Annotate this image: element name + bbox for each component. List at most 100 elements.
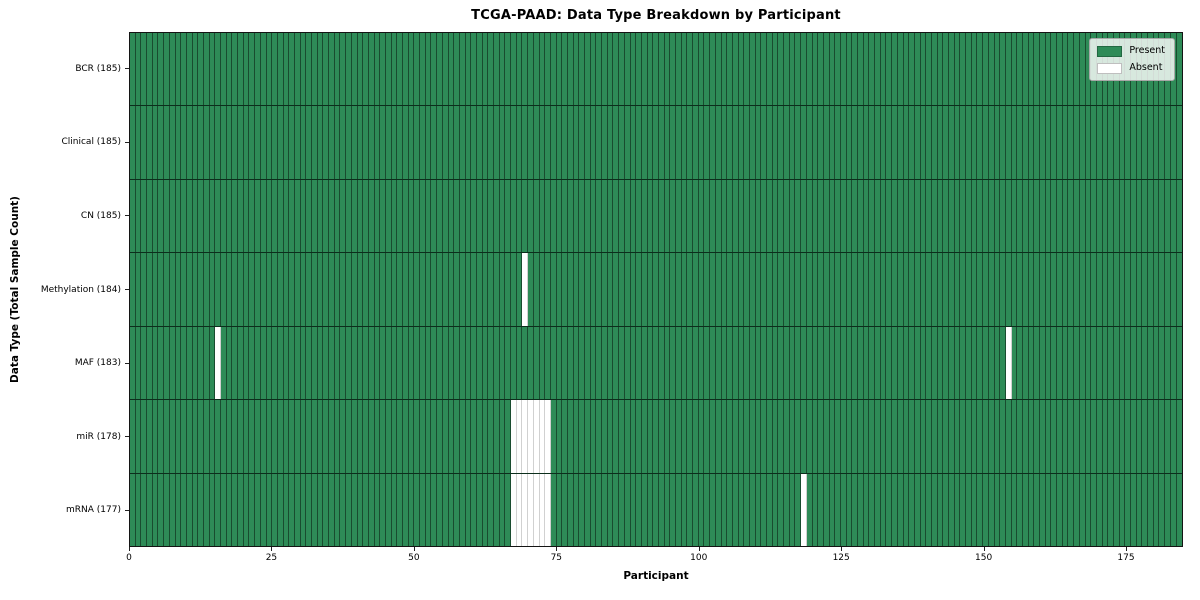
y-tick-mark [125,436,129,438]
heatmap-cell-present [784,33,790,106]
heatmap-cell-present [158,33,165,106]
heatmap-cell-present [613,253,620,326]
heatmap-cell-present [641,179,648,253]
heatmap-cell-present [738,400,745,473]
heatmap-cell-present [607,33,614,106]
heatmap-cell-present [181,106,187,179]
heatmap-cell-present [1170,106,1177,179]
heatmap-cell-present [858,179,864,253]
heatmap-cell-present [528,33,534,106]
heatmap-cell-present [431,400,438,473]
heatmap-cell-present [1125,326,1131,400]
heatmap-cell-present [966,33,972,106]
heatmap-cell-present [277,473,284,546]
x-tick-label: 50 [408,553,420,563]
heatmap-cell-present [858,400,864,473]
heatmap-cell-present [619,179,625,253]
heatmap-cell-present [789,253,796,326]
heatmap-cell-present [772,253,779,326]
heatmap-cell-present [607,253,614,326]
heatmap-cell-present [693,326,699,400]
heatmap-cell-present [266,179,273,253]
heatmap-cell-present [926,179,932,253]
heatmap-cell-present [744,179,750,253]
heatmap-cell-present [903,106,910,179]
heatmap-cell-present [1045,179,1052,253]
heatmap-cell-present [658,106,665,179]
heatmap-cell-present [983,33,989,106]
heatmap-cell-present [1091,473,1097,546]
heatmap-cell-present [414,106,421,179]
heatmap-cell-present [192,179,199,253]
heatmap-cell-present [966,326,972,400]
heatmap-cell-present [869,33,876,106]
heatmap-cell-present [949,106,955,179]
heatmap-cell-present [391,179,398,253]
heatmap-cell-present [772,400,779,473]
heatmap-cell-present [903,179,910,253]
heatmap-cell-present [590,473,597,546]
heatmap-cell-present [693,179,699,253]
heatmap-cell-present [983,253,989,326]
heatmap-cell-present [1131,253,1137,326]
heatmap-cell-present [721,253,728,326]
heatmap-cell-absent [533,400,540,473]
heatmap-cell-present [801,179,807,253]
heatmap-cell-present [681,179,688,253]
heatmap-cell-present [203,33,210,106]
heatmap-cell-present [420,179,426,253]
heatmap-cell-present [556,400,563,473]
heatmap-cell-present [516,33,523,106]
heatmap-cell-present [238,326,244,400]
heatmap-cell-present [340,106,347,179]
heatmap-cell-present [391,473,398,546]
heatmap-cell-present [494,326,500,400]
heatmap-cell-present [181,33,187,106]
heatmap-cell-present [613,326,620,400]
heatmap-cell-present [312,33,318,106]
heatmap-cell-present [408,253,415,326]
heatmap-cell-present [630,179,637,253]
heatmap-cell-present [579,473,585,546]
heatmap-cell-present [198,400,204,473]
heatmap-cell-present [613,106,620,179]
heatmap-cell-present [448,400,455,473]
x-tick-mark [556,547,558,551]
heatmap-cell-present [289,106,295,179]
heatmap-cell-present [835,253,841,326]
heatmap-cell-present [357,106,364,179]
heatmap-cell-present [1079,179,1086,253]
heatmap-cell-present [931,253,938,326]
heatmap-cell-present [636,253,642,326]
heatmap-cell-present [721,400,728,473]
heatmap-cell-present [778,400,785,473]
heatmap-cell-present [448,33,455,106]
heatmap-cell-present [641,326,648,400]
heatmap-cell-present [1148,253,1154,326]
heatmap-cell-present [1136,253,1143,326]
heatmap-cell-present [909,33,915,106]
heatmap-cell-present [437,33,443,106]
heatmap-cell-present [727,473,733,546]
heatmap-cell-absent [511,400,517,473]
heatmap-cell-present [1176,33,1182,106]
heatmap-cell-present [152,106,159,179]
heatmap-cell-present [1011,179,1018,253]
heatmap-cell-present [340,326,347,400]
heatmap-cell-present [636,33,642,106]
heatmap-cell-present [835,33,841,106]
heatmap-cell-present [465,326,472,400]
heatmap-cell-present [363,473,369,546]
heatmap-cell-present [949,179,955,253]
heatmap-cell-present [226,400,233,473]
heatmap-cell-present [1096,106,1103,179]
heatmap-cell-present [641,253,648,326]
heatmap-cell-present [1159,473,1166,546]
heatmap-cell-present [403,106,409,179]
heatmap-cell-present [858,106,864,179]
heatmap-cell-present [806,473,813,546]
heatmap-cell-present [704,473,711,546]
heatmap-cell-present [960,473,967,546]
heatmap-cell-present [806,106,813,179]
heatmap-cell-present [761,33,767,106]
